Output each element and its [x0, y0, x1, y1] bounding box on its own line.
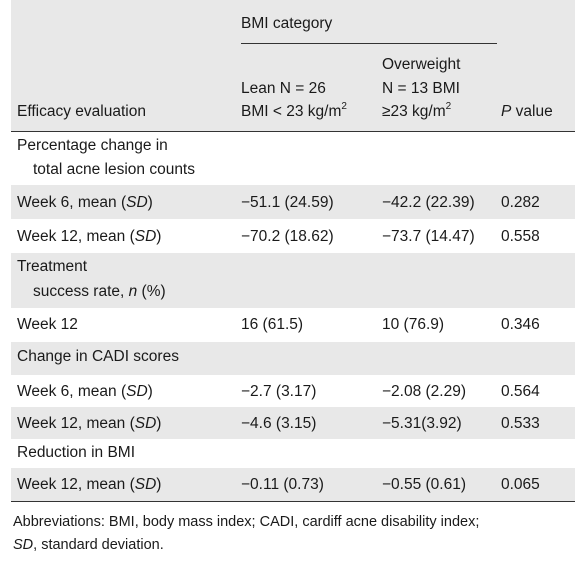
- group-rule: [241, 43, 497, 44]
- bmi-category-header: BMI category: [241, 15, 333, 32]
- table-footnote: Abbreviations: BMI, body mass index; CAD…: [13, 511, 579, 557]
- lean-header-line1: Lean N = 26: [241, 80, 326, 97]
- footnote-line1: Abbreviations: BMI, body mass index; CAD…: [13, 514, 480, 530]
- table-row: Week 12 16 (61.5) 10 (76.9) 0.346: [17, 316, 540, 333]
- p-value-header: P value: [501, 103, 553, 120]
- bottom-rule: [11, 501, 575, 502]
- overweight-header-line3: ≥23 kg/m2: [382, 100, 452, 120]
- table-header: BMI category Overweight Lean N = 26 N = …: [11, 0, 575, 131]
- section-title-cadi: Change in CADI scores: [11, 342, 575, 375]
- table-row: Week 12, mean (SD) −0.11 (0.73) −0.55 (0…: [11, 468, 575, 501]
- table-row: Week 6, mean (SD) −2.7 (3.17) −2.08 (2.2…: [17, 383, 540, 400]
- overweight-header-line1: Overweight: [382, 56, 461, 73]
- section-title-success: Treatment success rate, n (%): [11, 253, 575, 308]
- header-rule: [11, 131, 575, 132]
- footnote-line2: SD, standard deviation.: [13, 537, 164, 553]
- overweight-header-line2: N = 13 BMI: [382, 80, 460, 97]
- table-row: Week 12, mean (SD) −70.2 (18.62) −73.7 (…: [17, 228, 540, 245]
- section-title-lesion: Percentage change in total acne lesion c…: [17, 137, 195, 178]
- table-row: Week 6, mean (SD) −51.1 (24.59) −42.2 (2…: [11, 185, 575, 219]
- lean-header-line2: BMI < 23 kg/m2: [241, 100, 347, 120]
- table-row: Week 12, mean (SD) −4.6 (3.15) −5.31(3.9…: [11, 407, 575, 439]
- efficacy-evaluation-header: Efficacy evaluation: [17, 103, 146, 120]
- section-title-bmi: Reduction in BMI: [17, 444, 136, 461]
